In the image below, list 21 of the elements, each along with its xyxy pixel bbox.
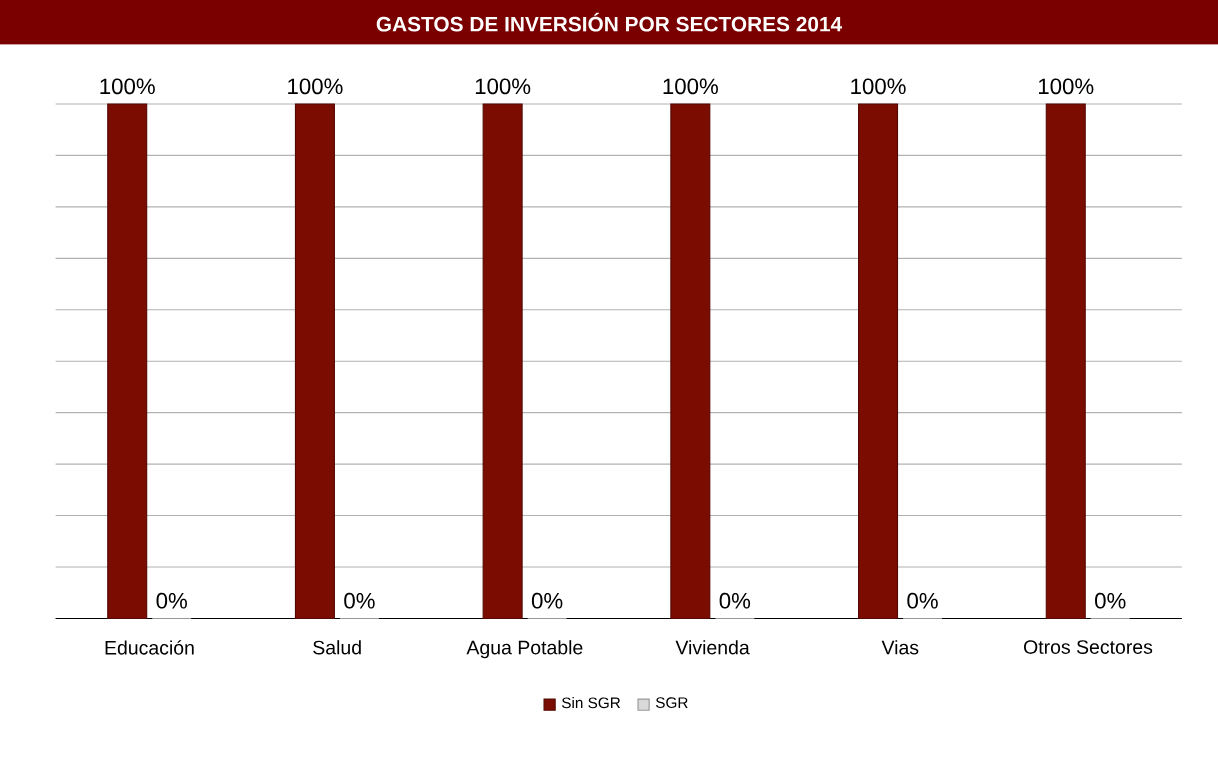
chart-title: GASTOS DE INVERSIÓN POR SECTORES 2014: [376, 12, 843, 32]
data-label: 100%: [663, 78, 718, 95]
x-tick-label: Agua Potable: [466, 640, 583, 659]
x-tick-label: Educación: [105, 640, 194, 655]
x-tick-label: Vivienda: [675, 640, 750, 655]
data-label: 100%: [1039, 78, 1094, 95]
data-label: 100%: [288, 78, 343, 95]
data-label: 100%: [851, 78, 906, 95]
legend-label: Sin SGR: [561, 696, 621, 709]
data-label: 100%: [100, 78, 155, 95]
data-label: 0%: [156, 592, 187, 609]
data-label: 0%: [531, 592, 563, 609]
data-label: 100%: [475, 78, 531, 95]
x-tick-label: Salud: [313, 640, 361, 655]
x-tick-label: Otros Sectores: [1024, 640, 1153, 654]
data-label: 0%: [1095, 592, 1126, 609]
data-label: 0%: [344, 592, 375, 609]
x-tick-label: Vias: [881, 640, 919, 655]
data-label: 0%: [719, 592, 751, 609]
legend-label: SGR: [655, 697, 688, 708]
data-label: 0%: [907, 592, 938, 609]
